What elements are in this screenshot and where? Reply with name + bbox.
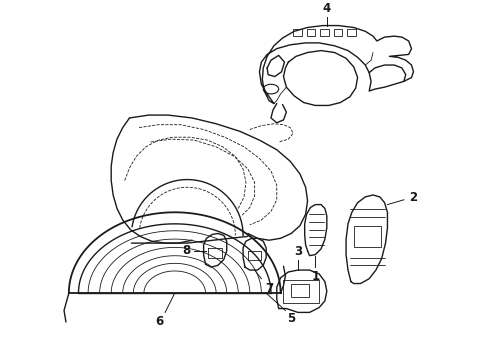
Bar [347,30,356,36]
Bar [354,226,381,247]
Bar [307,30,315,36]
Bar [334,30,342,36]
Bar [291,284,309,297]
Text: 3: 3 [294,244,302,257]
Text: 1: 1 [311,270,319,283]
Text: 6: 6 [155,315,163,328]
Bar [283,280,319,303]
Text: 4: 4 [323,2,331,15]
Bar [320,30,329,36]
Text: 5: 5 [287,312,295,325]
Text: 2: 2 [409,192,417,204]
Bar [293,30,302,36]
Text: 8: 8 [182,244,190,257]
Text: 7: 7 [265,282,273,294]
